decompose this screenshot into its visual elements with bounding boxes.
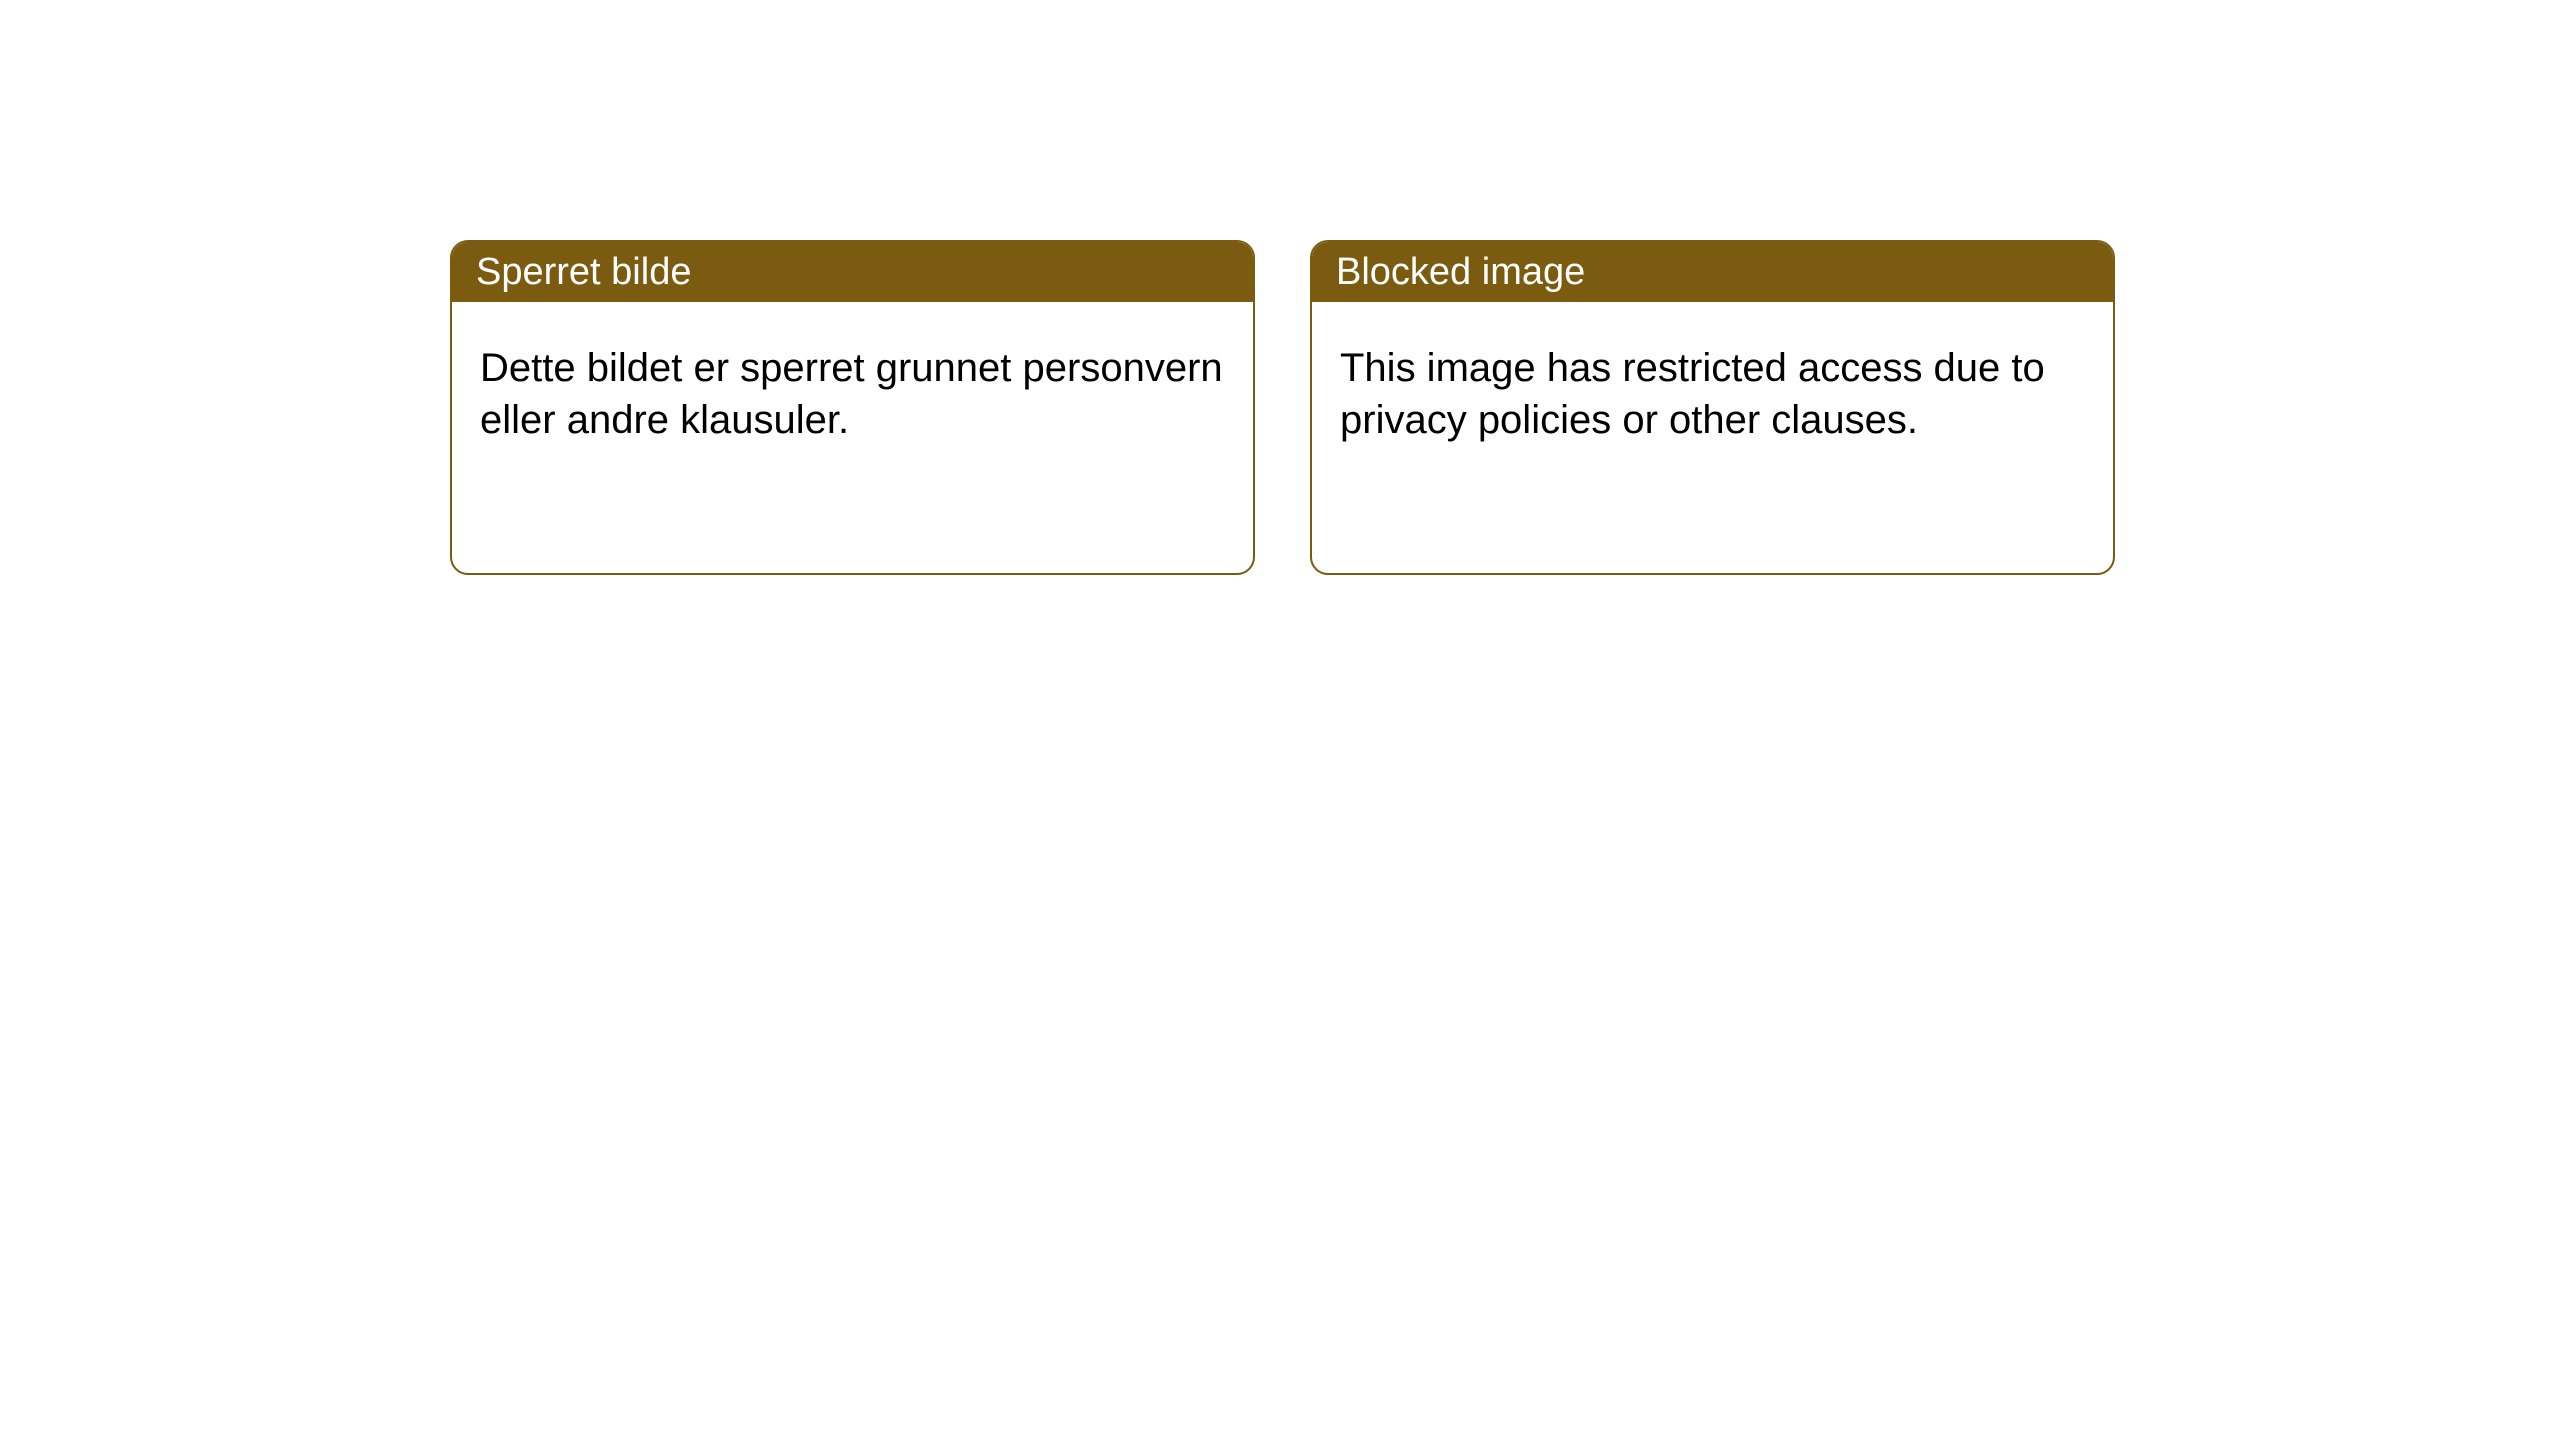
notice-title: Blocked image <box>1336 251 1585 294</box>
notice-card-english: Blocked image This image has restricted … <box>1310 240 2115 575</box>
notice-title: Sperret bilde <box>476 251 691 294</box>
notice-body-text: This image has restricted access due to … <box>1340 346 2045 442</box>
notice-cards-container: Sperret bilde Dette bildet er sperret gr… <box>450 240 2115 575</box>
notice-card-header: Sperret bilde <box>452 242 1253 302</box>
notice-body-text: Dette bildet er sperret grunnet personve… <box>480 346 1223 442</box>
notice-card-body: This image has restricted access due to … <box>1312 302 2113 486</box>
notice-card-norwegian: Sperret bilde Dette bildet er sperret gr… <box>450 240 1255 575</box>
notice-card-header: Blocked image <box>1312 242 2113 302</box>
notice-card-body: Dette bildet er sperret grunnet personve… <box>452 302 1253 486</box>
